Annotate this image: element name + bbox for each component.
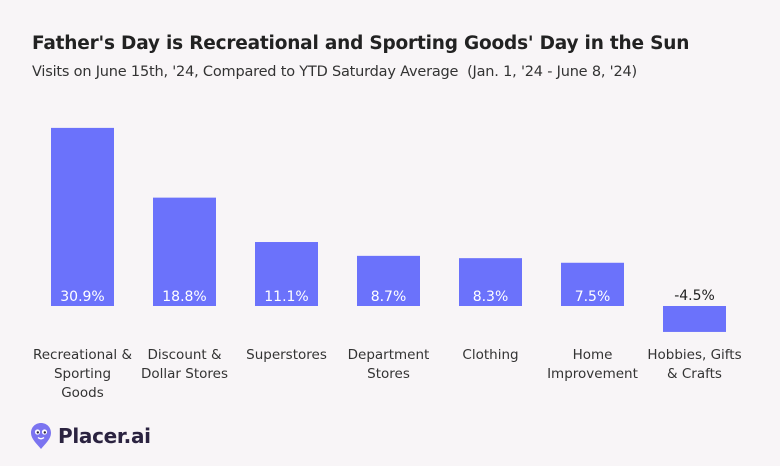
- placer-pin-icon: [31, 423, 51, 449]
- placer-logo: Placer.ai: [30, 420, 151, 452]
- category-label-line: Improvement: [547, 366, 638, 382]
- category-label-line: Superstores: [246, 347, 327, 363]
- category-label-2: Superstores: [231, 346, 343, 365]
- bar-4: [459, 258, 522, 306]
- bar-1: [153, 197, 216, 306]
- category-label-line: Sporting: [53, 366, 112, 382]
- bar-0: [51, 127, 114, 307]
- data-label-3: 8.7%: [371, 289, 407, 305]
- data-label-1: 18.8%: [162, 289, 206, 305]
- data-label-2: 11.1%: [264, 289, 308, 305]
- data-label-4: 8.3%: [473, 289, 509, 305]
- data-label-6: -4.5%: [674, 288, 715, 304]
- category-label-line: Stores: [367, 366, 410, 382]
- category-label-line: Hobbies, Gifts: [647, 347, 742, 363]
- category-label-line: Department: [347, 347, 430, 363]
- category-label-1: Discount & Dollar Stores: [129, 346, 241, 384]
- category-label-line: Discount &: [147, 347, 222, 363]
- category-label-line: & Crafts: [667, 366, 722, 382]
- category-label-3: Department Stores: [333, 346, 445, 384]
- bar-3: [357, 255, 420, 306]
- category-label-line: Recreational &: [32, 347, 133, 363]
- chart-subtitle: Visits on June 15th, '24, Compared to YT…: [32, 64, 637, 80]
- category-label-line: Clothing: [462, 347, 519, 363]
- category-label-line: Dollar Stores: [141, 366, 228, 382]
- category-label-line: Goods: [61, 385, 104, 401]
- chart-title: Father's Day is Recreational and Sportin…: [32, 33, 690, 54]
- category-label-0: Recreational & Sporting Goods: [27, 346, 139, 403]
- category-label-line: Home: [572, 347, 613, 363]
- bar-2: [255, 242, 318, 306]
- data-label-0: 30.9%: [60, 289, 104, 305]
- bar-5: [561, 262, 624, 306]
- logo-text: Placer.ai: [58, 424, 151, 448]
- category-label-5: Home Improvement: [537, 346, 649, 384]
- category-label-4: Clothing: [435, 346, 547, 365]
- bar-6: [663, 306, 726, 332]
- category-label-6: Hobbies, Gifts & Crafts: [639, 346, 751, 384]
- data-label-5: 7.5%: [575, 289, 611, 305]
